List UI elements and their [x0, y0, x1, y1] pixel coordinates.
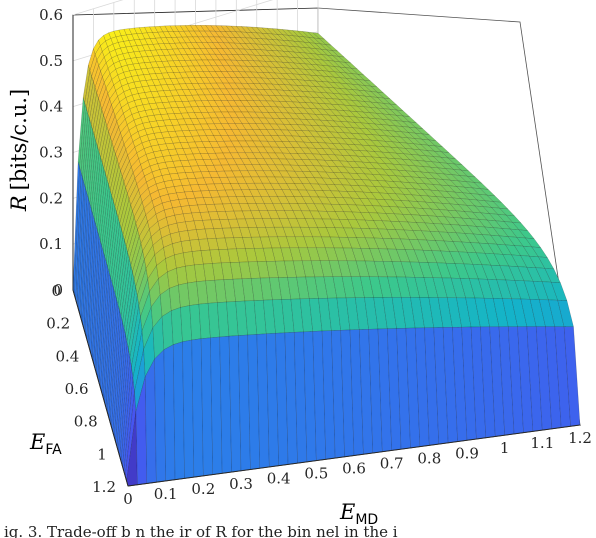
y-tick-label: 1.2 — [92, 478, 116, 496]
z-tick-label: 0.6 — [39, 6, 63, 24]
x-tick-label: 0.8 — [417, 449, 441, 467]
z-tick-label: 0 — [53, 281, 63, 299]
z-tick-label: 0.5 — [39, 52, 63, 70]
x-axis-line — [127, 424, 581, 487]
y-tick-label: 0.6 — [65, 380, 89, 398]
x-tick-label: 0.2 — [191, 480, 215, 498]
surface-patch — [144, 358, 157, 484]
surface-mesh — [72, 25, 581, 487]
x-tick-label: 0.9 — [455, 444, 479, 462]
x-tick-labels: 0 0.1 0.2 0.3 0.4 0.5 0.6 0.7 0.8 0.9 1 1.1 1.2 — [123, 429, 592, 508]
z-tick-label: 0.4 — [39, 98, 63, 116]
z-tick-labels: 0 0.1 0.2 0.3 0.4 0.5 0.6 — [39, 6, 63, 299]
x-axis-label: EMD — [339, 500, 378, 528]
y-tick-label: 0.8 — [74, 413, 98, 431]
x-tick-label: 0.4 — [267, 470, 291, 488]
z-axis-label: R[bits/c.u.] — [7, 89, 31, 212]
x-tick-label: 0 — [123, 490, 133, 508]
x-tick-label: 0.1 — [154, 485, 178, 503]
x-tick-label: 1.2 — [568, 429, 592, 447]
x-tick-label: 0.3 — [229, 475, 253, 493]
y-tick-label: 0.4 — [55, 347, 79, 365]
z-tick-label: 0.3 — [39, 144, 63, 162]
axis-frame — [72, 15, 581, 487]
x-tick-label: 1.1 — [530, 434, 554, 452]
y-tick-label: 1 — [97, 445, 107, 463]
y-tick-label: 0.2 — [46, 315, 70, 333]
figure-caption: ig. 3. Trade-off b n the ir of R for the… — [4, 523, 398, 538]
x-tick-label: 1 — [500, 439, 510, 457]
x-tick-label: 0.7 — [380, 454, 404, 472]
y-axis-line — [72, 289, 129, 487]
y-axis-label: EFA — [29, 430, 62, 458]
x-tick-label: 0.5 — [304, 465, 328, 483]
y-tick-labels: 0 0.2 0.4 0.6 0.8 1 1.2 — [46, 282, 116, 496]
z-tick-label: 0.2 — [39, 189, 63, 207]
y-tick-label: 0 — [51, 282, 61, 300]
x-tick-label: 0.6 — [342, 460, 366, 478]
wall-grid-z-6 — [72, 0, 124, 16]
z-tick-label: 0.1 — [39, 235, 63, 253]
